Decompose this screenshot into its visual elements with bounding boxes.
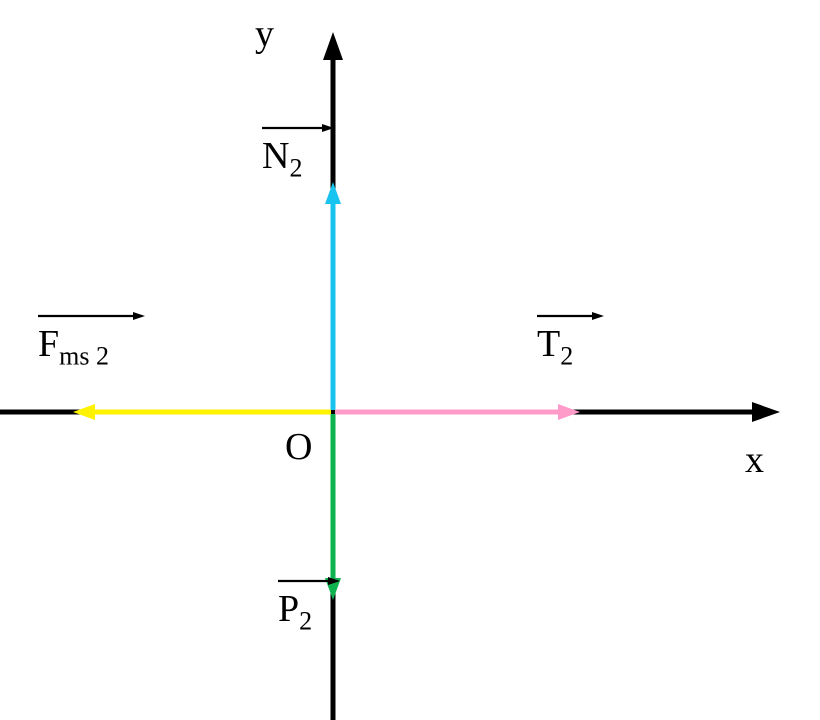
vector-arrow-icon [537,308,604,322]
axis-label: O [285,425,312,469]
vector-arrow-icon [38,308,145,322]
vector-label-text: Fms 2 [38,322,145,372]
vector-label-P2: P2 [278,573,340,637]
vector-label-text: N2 [262,134,334,184]
vector-arrow-icon [262,120,334,134]
vector-arrow-icon [278,573,340,587]
vector-label-T2: T2 [537,308,604,372]
vector-label-Fms2: Fms 2 [38,308,145,372]
diagram-container: x y O N2 T2 Fms 2 P2 [0,0,820,720]
axis-label: y [255,12,274,56]
vector-label-N2: N2 [262,120,334,184]
vector-label-text: T2 [537,322,604,372]
axis-label: x [745,438,764,482]
vector-label-text: P2 [278,587,340,637]
